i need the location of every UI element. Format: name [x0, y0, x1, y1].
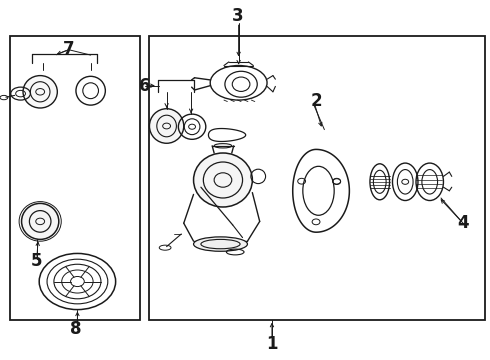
- Text: 2: 2: [310, 92, 322, 110]
- Ellipse shape: [23, 76, 57, 108]
- Text: 5: 5: [31, 252, 43, 270]
- Ellipse shape: [194, 153, 252, 207]
- Text: 4: 4: [457, 214, 469, 232]
- Ellipse shape: [194, 237, 247, 251]
- Text: 7: 7: [63, 40, 74, 58]
- Text: 3: 3: [232, 7, 244, 25]
- Text: 8: 8: [70, 320, 82, 338]
- Bar: [149, 36, 485, 320]
- Ellipse shape: [22, 203, 59, 239]
- Ellipse shape: [149, 109, 184, 143]
- Text: 1: 1: [266, 335, 278, 353]
- Text: 6: 6: [139, 77, 150, 95]
- Bar: [10, 36, 140, 320]
